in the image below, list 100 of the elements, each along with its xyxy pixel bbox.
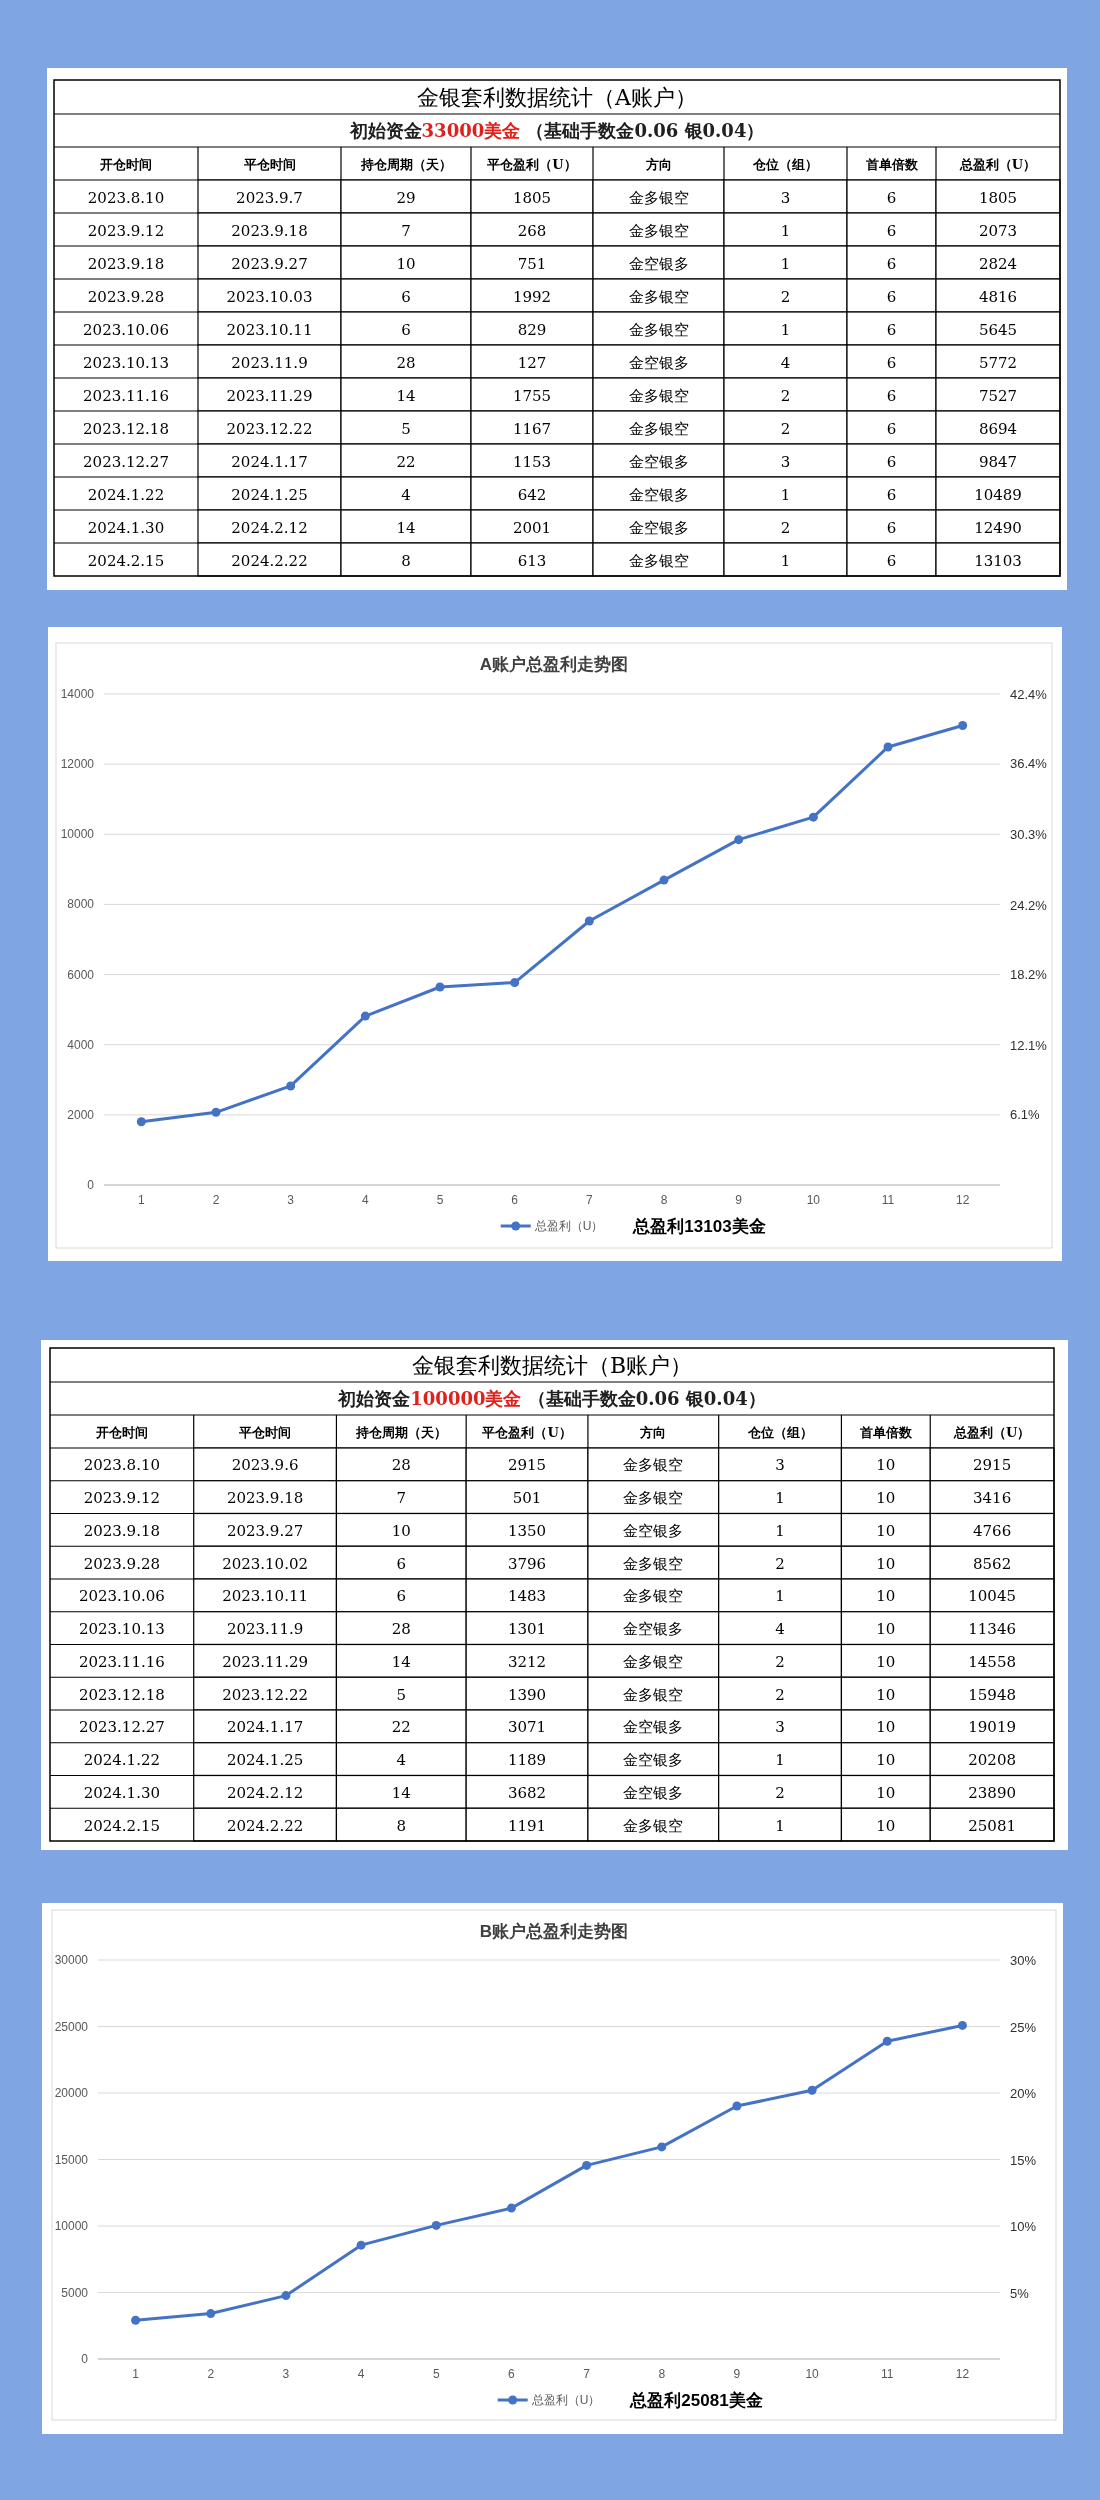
text: 3 xyxy=(780,188,791,207)
text: 2023.9.6 xyxy=(231,1456,299,1475)
text: 10 xyxy=(391,1521,411,1540)
y-tick-label: 2023.9.18 xyxy=(83,1521,161,1540)
point xyxy=(808,812,818,822)
y-tick-label: 12000 xyxy=(60,757,95,772)
x-tick-label: 6 xyxy=(511,1193,519,1207)
chart-title: A账户总盈利走势图 xyxy=(479,655,629,674)
text: 金空银多 xyxy=(623,1620,684,1639)
text: 金空银多 xyxy=(623,1751,684,1770)
text: 4816 xyxy=(978,287,1018,306)
text: 10 xyxy=(876,1718,896,1737)
y-tick-label: 2023.9.18 xyxy=(87,254,165,273)
text: 4 xyxy=(401,485,411,504)
text: 总盈利25081美金 xyxy=(629,2391,763,2410)
text: 4 xyxy=(396,1751,407,1770)
text: 1 xyxy=(780,485,791,504)
y-tick-label: 2023.10.06 xyxy=(83,320,169,339)
legend-label: 总盈利（U） xyxy=(530,2393,601,2407)
y2-tick-label: 25% xyxy=(1010,2019,1037,2035)
text: 2023.11.29 xyxy=(226,386,313,405)
x-tick-label: 10 xyxy=(805,2367,820,2381)
text: 6 xyxy=(886,287,897,306)
x-tick-label: 平仓盈利（U） xyxy=(486,156,577,172)
point xyxy=(360,1011,370,1021)
y-tick-label: 8000 xyxy=(67,897,95,912)
text: 3 xyxy=(775,1718,785,1737)
x-tick-label: 1 xyxy=(137,1193,145,1207)
text: 6 xyxy=(886,452,897,471)
text: 2024.1.25 xyxy=(226,1751,304,1770)
x-tick-label: 5 xyxy=(436,1193,444,1207)
x-tick-label: 12 xyxy=(955,1193,970,1207)
x-tick-label: 10 xyxy=(806,1193,821,1207)
text: 金空银多 xyxy=(628,485,689,504)
text: 2024.2.22 xyxy=(231,551,308,570)
y-tick-label: 2024.1.30 xyxy=(83,1783,161,1802)
text: 3071 xyxy=(507,1718,547,1737)
text: 11346 xyxy=(968,1620,1016,1639)
y-tick-label: 2023.10.13 xyxy=(78,1620,165,1639)
text: 5 xyxy=(401,419,411,438)
text: 1 xyxy=(780,551,791,570)
text: 28 xyxy=(396,353,416,372)
text: 2024.1.17 xyxy=(226,1718,304,1737)
text: 10 xyxy=(876,1652,896,1671)
y-tick-label: 2024.2.15 xyxy=(87,551,165,570)
text: 2824 xyxy=(978,254,1018,273)
point xyxy=(206,2309,216,2319)
text: 金空银多 xyxy=(628,254,689,273)
text: 14 xyxy=(391,1652,411,1671)
text: 2915 xyxy=(973,1456,1012,1475)
text: 2024.1.25 xyxy=(231,485,308,504)
y-tick-label: 2024.1.22 xyxy=(83,1751,161,1770)
x-tick-label: 7 xyxy=(583,2367,591,2381)
text: 7 xyxy=(396,1489,407,1508)
text: 7527 xyxy=(978,386,1018,405)
text: 6 xyxy=(886,518,897,537)
text: 2024.2.22 xyxy=(226,1816,304,1835)
text: 2 xyxy=(775,1685,785,1704)
text: 6 xyxy=(401,320,411,339)
x-tick-label: 首单倍数 xyxy=(858,1424,913,1440)
text: 6 xyxy=(401,287,411,306)
x-tick-label: 9 xyxy=(733,2367,741,2381)
text: 6 xyxy=(886,386,897,405)
y2-tick-label: 20% xyxy=(1010,2086,1037,2101)
x-tick-label: 首单倍数 xyxy=(864,156,919,172)
text: 2 xyxy=(780,419,791,438)
text: 2 xyxy=(780,386,791,405)
text: 20208 xyxy=(968,1751,1016,1770)
y-tick-label: 2023.8.10 xyxy=(87,188,165,207)
text: 2023.11.29 xyxy=(222,1652,309,1671)
text: 金多银空 xyxy=(628,221,689,240)
y-tick-label: 10000 xyxy=(60,827,95,842)
point xyxy=(584,916,594,926)
text: 10 xyxy=(876,1587,896,1606)
point xyxy=(883,742,893,752)
point xyxy=(657,2142,667,2152)
text: 金空银多 xyxy=(623,1521,684,1540)
text: 2 xyxy=(780,287,791,306)
y-tick-label: 2023.12.27 xyxy=(78,1718,165,1737)
text: 1 xyxy=(775,1521,785,1540)
y2-tick-label: 30.3% xyxy=(1010,827,1048,843)
text: 10 xyxy=(876,1816,896,1835)
y2-tick-label: 15% xyxy=(1010,2152,1037,2168)
y-tick-label: 2023.9.12 xyxy=(83,1489,161,1508)
y-tick-label: 2023.12.18 xyxy=(83,419,169,438)
y-tick-label: 2023.11.16 xyxy=(78,1652,165,1671)
point xyxy=(882,2036,892,2046)
y-tick-label: 6000 xyxy=(67,967,95,982)
text: 6 xyxy=(886,485,897,504)
y-tick-label: 20000 xyxy=(54,2086,89,2100)
point xyxy=(659,875,669,885)
text: 1390 xyxy=(507,1685,547,1704)
point xyxy=(356,2240,366,2250)
text: 8 xyxy=(396,1816,407,1835)
text: 6 xyxy=(886,254,897,273)
text: 金多银空 xyxy=(623,1456,684,1475)
text: 金多银空 xyxy=(623,1685,684,1704)
text: 2023.12.22 xyxy=(226,419,313,438)
point xyxy=(732,2101,742,2111)
text: 2 xyxy=(775,1783,785,1802)
